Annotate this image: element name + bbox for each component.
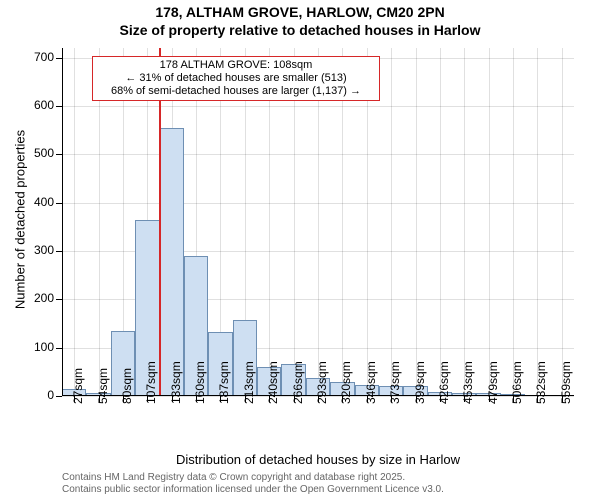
chart-title-line2: Size of property relative to detached ho… [0, 22, 600, 38]
annotation-box: 178 ALTHAM GROVE: 108sqm← 31% of detache… [92, 56, 380, 101]
y-tick-label: 300 [34, 243, 54, 257]
x-gridline [562, 48, 563, 396]
y-tick-label: 0 [47, 388, 54, 402]
y-tick-label: 600 [34, 98, 54, 112]
property-size-chart: 178, ALTHAM GROVE, HARLOW, CM20 2PN Size… [0, 0, 600, 500]
y-tick-label: 700 [34, 50, 54, 64]
x-gridline [513, 48, 514, 396]
y-tick-label: 500 [34, 146, 54, 160]
x-gridline [537, 48, 538, 396]
chart-title-line1: 178, ALTHAM GROVE, HARLOW, CM20 2PN [0, 4, 600, 20]
x-gridline [489, 48, 490, 396]
annotation-line-1: ← 31% of detached houses are smaller (51… [97, 72, 375, 85]
x-gridline [74, 48, 75, 396]
annotation-line-2: 68% of semi-detached houses are larger (… [97, 85, 375, 98]
attribution-line1: Contains HM Land Registry data © Crown c… [62, 472, 444, 484]
y-tick [56, 396, 62, 397]
y-tick-label: 400 [34, 195, 54, 209]
x-gridline [391, 48, 392, 396]
y-tick-label: 100 [34, 340, 54, 354]
histogram-bar [160, 128, 184, 396]
y-axis-title: Number of detached properties [13, 110, 28, 330]
x-gridline [440, 48, 441, 396]
x-gridline [464, 48, 465, 396]
y-axis-line [62, 48, 63, 396]
x-axis-title: Distribution of detached houses by size … [62, 452, 574, 467]
attribution: Contains HM Land Registry data © Crown c… [62, 472, 444, 496]
attribution-line2: Contains public sector information licen… [62, 484, 444, 496]
x-gridline [416, 48, 417, 396]
y-tick-label: 200 [34, 291, 54, 305]
annotation-line-0: 178 ALTHAM GROVE: 108sqm [97, 59, 375, 72]
plot-area: 178 ALTHAM GROVE: 108sqm← 31% of detache… [62, 48, 574, 396]
